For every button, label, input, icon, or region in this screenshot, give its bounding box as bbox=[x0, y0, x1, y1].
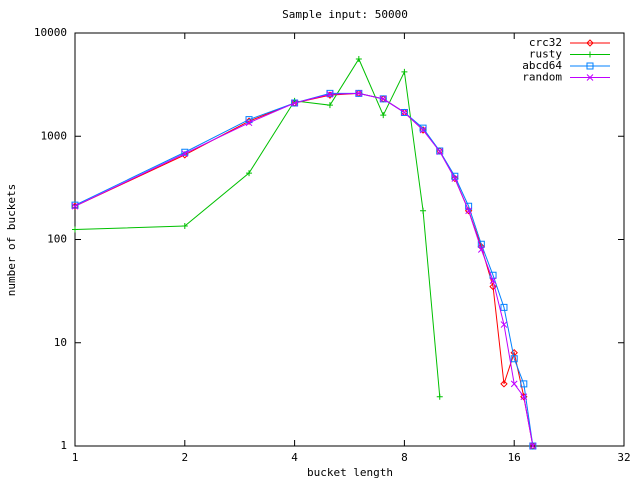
legend-marker bbox=[586, 62, 594, 70]
series-line bbox=[74, 92, 534, 447]
marker bbox=[465, 202, 473, 210]
marker bbox=[291, 99, 298, 107]
marker bbox=[419, 124, 427, 132]
marker bbox=[401, 109, 408, 116]
marker bbox=[380, 112, 387, 119]
marker bbox=[500, 380, 508, 388]
marker bbox=[500, 321, 508, 328]
marker bbox=[489, 277, 497, 284]
marker bbox=[181, 148, 189, 156]
marker bbox=[510, 380, 518, 388]
marker bbox=[326, 89, 334, 97]
marker bbox=[510, 355, 518, 363]
x-tick-label: 16 bbox=[508, 451, 521, 464]
marker bbox=[420, 207, 427, 214]
x-tick-label: 32 bbox=[617, 451, 630, 464]
marker bbox=[355, 89, 363, 97]
legend-label: rusty bbox=[529, 48, 562, 61]
marker bbox=[245, 119, 253, 127]
marker bbox=[71, 202, 79, 210]
legend-label: random bbox=[522, 71, 562, 84]
marker bbox=[500, 303, 508, 311]
marker bbox=[419, 126, 427, 134]
x-tick-label: 1 bbox=[72, 451, 79, 464]
y-tick-label: 1000 bbox=[41, 129, 68, 142]
chart-title: Sample input: 50000 bbox=[282, 8, 408, 21]
legend-label: abcd64 bbox=[522, 59, 562, 72]
y-tick-label: 1 bbox=[60, 439, 67, 452]
legend-marker bbox=[586, 74, 594, 81]
marker bbox=[379, 95, 387, 103]
marker bbox=[465, 207, 472, 215]
marker bbox=[529, 442, 537, 450]
marker bbox=[489, 282, 497, 291]
marker bbox=[436, 148, 444, 155]
marker bbox=[520, 393, 528, 401]
series-line bbox=[74, 57, 441, 397]
marker bbox=[520, 380, 528, 388]
marker bbox=[246, 170, 253, 177]
y-tick-label: 10 bbox=[54, 336, 67, 349]
marker bbox=[245, 116, 253, 124]
marker bbox=[72, 226, 78, 233]
marker bbox=[436, 393, 443, 400]
y-tick-label: 100 bbox=[47, 233, 67, 246]
marker bbox=[477, 246, 485, 253]
marker bbox=[181, 150, 189, 157]
marker bbox=[379, 95, 387, 103]
marker bbox=[181, 223, 188, 230]
marker bbox=[451, 172, 459, 180]
x-tick-label: 8 bbox=[401, 451, 408, 464]
y-axis-label: number of buckets bbox=[5, 184, 18, 297]
legend-marker bbox=[587, 51, 593, 58]
marker bbox=[326, 102, 333, 109]
marker bbox=[419, 126, 427, 134]
marker bbox=[181, 151, 189, 159]
marker bbox=[326, 90, 334, 98]
marker bbox=[355, 90, 363, 97]
marker bbox=[71, 201, 79, 209]
marker bbox=[489, 271, 497, 279]
marker bbox=[451, 174, 459, 183]
y-tick-label: 10000 bbox=[34, 26, 67, 39]
marker bbox=[355, 55, 362, 62]
x-tick-label: 4 bbox=[291, 451, 298, 464]
x-axis-label: bucket length bbox=[307, 466, 393, 479]
marker bbox=[477, 240, 485, 248]
marker bbox=[451, 175, 459, 182]
marker bbox=[529, 442, 537, 450]
marker bbox=[401, 68, 408, 75]
legend-label: crc32 bbox=[529, 36, 562, 49]
legend-marker bbox=[586, 39, 594, 47]
x-tick-label: 2 bbox=[181, 451, 188, 464]
